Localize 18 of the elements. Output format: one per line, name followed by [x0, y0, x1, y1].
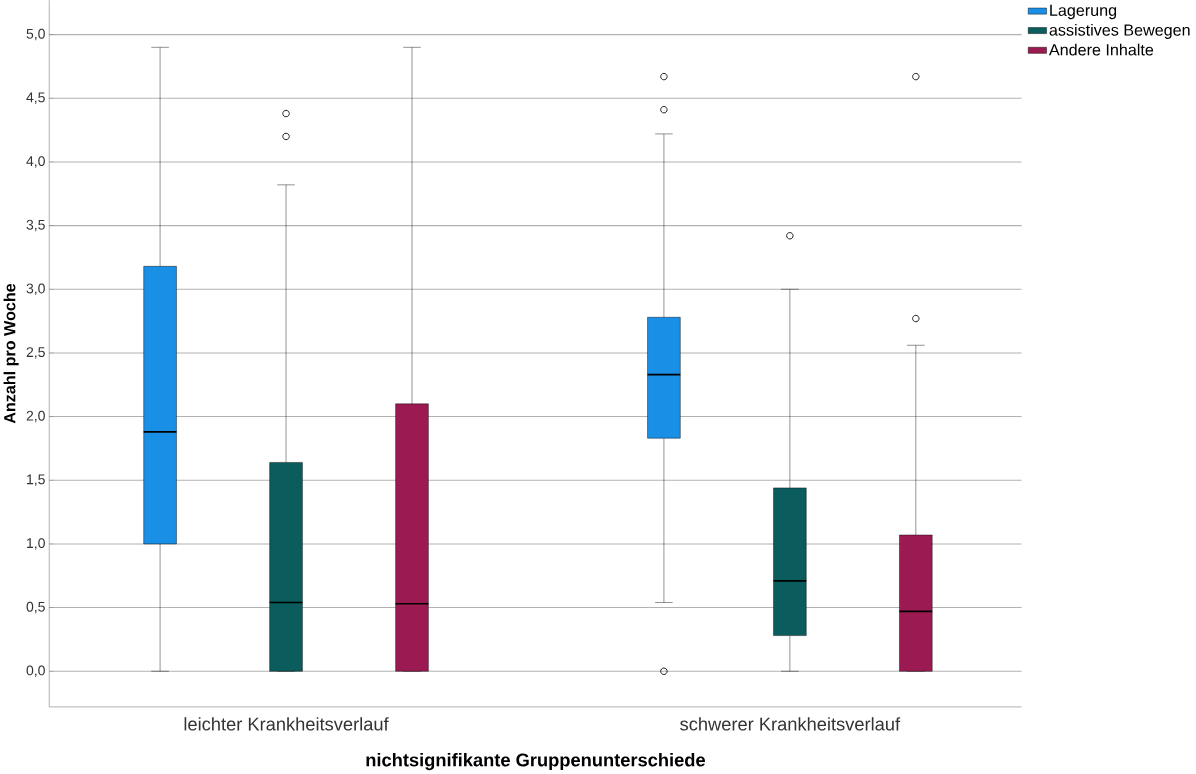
- y-tick-label: 5,0: [26, 28, 45, 41]
- y-tick-label: 4,0: [26, 156, 45, 168]
- x-tick-label: schwerer Krankheitsverlauf: [680, 717, 901, 731]
- y-tick-label: 1,5: [27, 474, 45, 487]
- legend-label: assistives Bewegen: [1049, 24, 1190, 40]
- y-tick-label: 2,0: [26, 410, 45, 423]
- x-tick-label: leichter Krankheitsverlauf: [184, 717, 389, 731]
- y-tick-label: 0,5: [26, 601, 45, 614]
- x-axis-title: nichtsignifikante Gruppenunterschiede: [366, 753, 705, 771]
- legend-label: Andere Inhalte: [1048, 43, 1154, 56]
- legend-label: Lagerung: [1050, 4, 1117, 20]
- y-tick-label: 3,0: [26, 283, 45, 296]
- y-tick-label: 0,0: [26, 665, 45, 678]
- y-tick-label: 2,5: [26, 347, 45, 359]
- y-tick-label: 3,5: [26, 219, 45, 232]
- y-tick-label: 4,5: [26, 92, 45, 105]
- y-tick-label: 1,0: [27, 538, 45, 550]
- y-axis-title: Anzahl pro Woche: [3, 284, 19, 424]
